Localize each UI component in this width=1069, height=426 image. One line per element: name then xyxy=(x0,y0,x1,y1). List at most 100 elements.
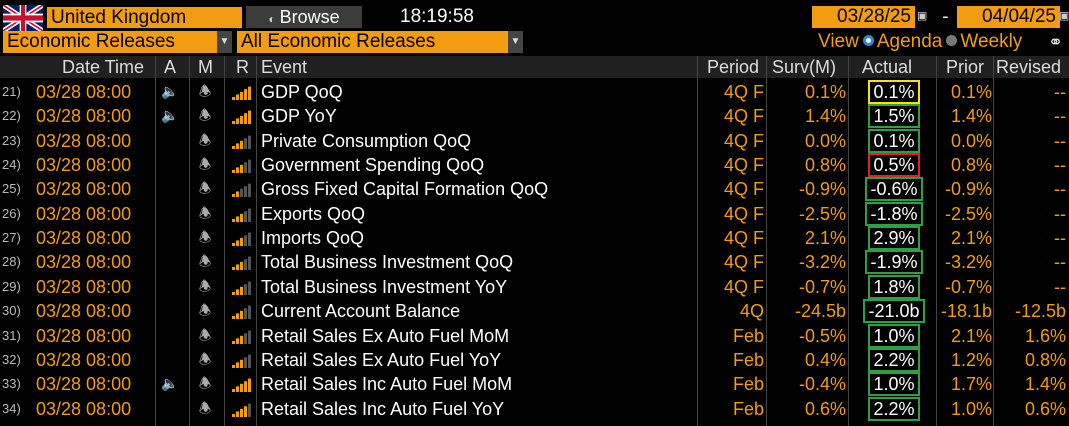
event-name[interactable]: Retail Sales Inc Auto Fuel MoM xyxy=(261,374,513,395)
weekly-radio[interactable] xyxy=(946,35,958,47)
table-row[interactable]: 32) 03/28 08:00 🕭 Retail Sales Ex Auto Fuel… xyxy=(0,347,1069,372)
table-row[interactable]: 28) 03/28 08:00 🕭 Total Business Investment… xyxy=(0,250,1069,275)
table-row[interactable]: 23) 03/28 08:00 🕭 Private Consumption QoQ 4Q… xyxy=(0,128,1069,153)
chevron-down-icon[interactable]: ▼ xyxy=(508,31,523,53)
row-number[interactable]: 30) xyxy=(2,303,21,319)
actual-value: -21.0b xyxy=(863,299,925,324)
subcategory-dropdown[interactable]: All Economic Releases ▼ xyxy=(237,31,523,53)
event-name[interactable]: Total Business Investment YoY xyxy=(261,276,508,297)
row-number[interactable]: 23) xyxy=(2,132,21,148)
col-date-time[interactable]: Date Time xyxy=(62,57,145,77)
event-name[interactable]: Imports QoQ xyxy=(261,228,365,249)
release-datetime: 03/28 08:00 xyxy=(36,325,132,346)
event-name[interactable]: GDP QoQ xyxy=(261,82,343,102)
actual-cell: 0.5% xyxy=(852,153,936,178)
col-relevance[interactable]: R xyxy=(236,57,249,77)
bell-icon[interactable]: 🕭 xyxy=(198,400,212,417)
event-name[interactable]: Private Consumption QoQ xyxy=(261,130,472,151)
event-name[interactable]: Retail Sales Ex Auto Fuel YoY xyxy=(261,349,502,370)
event-name[interactable]: GDP YoY xyxy=(261,106,337,127)
event-name[interactable]: Exports QoQ xyxy=(261,203,366,224)
col-event[interactable]: Event xyxy=(261,57,308,77)
weekly-label[interactable]: Weekly xyxy=(960,31,1023,52)
start-date-input[interactable]: 03/28/25 xyxy=(812,6,915,28)
actual-cell: 1.0% xyxy=(852,323,936,348)
end-date-input[interactable]: 04/04/25 xyxy=(957,6,1060,28)
event-name[interactable]: Gross Fixed Capital Formation QoQ xyxy=(261,179,549,200)
table-row[interactable]: 34) 03/28 08:00 🕭 Retail Sales Inc Auto Fue… xyxy=(0,396,1069,421)
relevance-bars-icon xyxy=(232,135,251,149)
bell-icon[interactable]: 🕭 xyxy=(198,376,212,393)
release-datetime: 03/28 08:00 xyxy=(36,252,132,273)
speaker-icon[interactable]: 🔈 xyxy=(161,376,179,393)
col-survey[interactable]: Surv(M) xyxy=(772,57,836,77)
release-datetime: 03/28 08:00 xyxy=(36,228,132,249)
table-row[interactable]: 24) 03/28 08:00 🕭 Government Spending QoQ 4Q… xyxy=(0,153,1069,178)
bell-icon[interactable]: 🕭 xyxy=(198,108,212,125)
speaker-icon[interactable]: 🔈 xyxy=(161,108,179,125)
row-number[interactable]: 28) xyxy=(2,254,21,270)
speaker-icon[interactable]: 🔈 xyxy=(161,84,179,100)
bell-icon[interactable]: 🕭 xyxy=(198,84,212,100)
agenda-label[interactable]: Agenda xyxy=(876,31,943,52)
col-market[interactable]: M xyxy=(198,57,213,77)
row-number[interactable]: 24) xyxy=(2,157,21,173)
row-number[interactable]: 34) xyxy=(2,400,21,416)
table-row[interactable]: 27) 03/28 08:00 🕭 Imports QoQ 4Q F 2.1% 2.9% 2.… xyxy=(0,226,1069,251)
bell-icon[interactable]: 🕭 xyxy=(198,303,212,320)
event-name[interactable]: Retail Sales Inc Auto Fuel YoY xyxy=(261,398,505,419)
event-name[interactable]: Current Account Balance xyxy=(261,301,461,322)
relevance-bars-icon xyxy=(232,86,251,100)
col-alert[interactable]: A xyxy=(164,57,177,77)
event-name[interactable]: Government Spending QoQ xyxy=(261,155,485,176)
bell-icon[interactable]: 🕭 xyxy=(198,157,212,174)
bell-icon[interactable]: 🕭 xyxy=(198,254,212,271)
actual-cell: 2.2% xyxy=(852,396,936,421)
event-name[interactable]: Retail Sales Ex Auto Fuel MoM xyxy=(261,325,510,346)
table-row[interactable]: 22) 03/28 08:00 🔈 🕭 GDP YoY 4Q F 1.4% 1.5% 1.4% -… xyxy=(0,104,1069,129)
bell-icon[interactable]: 🕭 xyxy=(198,278,212,295)
row-number[interactable]: 27) xyxy=(2,230,21,246)
column-divider xyxy=(936,56,937,426)
table-row[interactable]: 21) 03/28 08:00 🔈 🕭 GDP QoQ 4Q F 0.1% 0.1% 0.1% -… xyxy=(0,80,1069,104)
revised-value: 0.6% xyxy=(1024,398,1066,419)
table-row[interactable]: 33) 03/28 08:00 🔈 🕭 Retail Sales Inc Auto Fu… xyxy=(0,372,1069,397)
row-number[interactable]: 32) xyxy=(2,351,21,367)
table-row[interactable]: 29) 03/28 08:00 🕭 Total Business Investment… xyxy=(0,274,1069,299)
table-row[interactable]: 25) 03/28 08:00 🕭 Gross Fixed Capital Forma… xyxy=(0,177,1069,202)
period-value: 4Q xyxy=(739,301,764,322)
bell-icon[interactable]: 🕭 xyxy=(198,351,212,368)
row-number[interactable]: 21) xyxy=(2,84,21,99)
row-number[interactable]: 29) xyxy=(2,278,21,294)
row-number[interactable]: 31) xyxy=(2,327,21,343)
col-period[interactable]: Period xyxy=(707,57,760,77)
calendar-icon[interactable]: ▣ xyxy=(1060,8,1069,24)
browse-button[interactable]: ◐ Browse xyxy=(246,6,362,28)
table-row[interactable]: 26) 03/28 08:00 🕭 Exports QoQ 4Q F -2.5% -1.8%… xyxy=(0,201,1069,226)
chevron-down-icon[interactable]: ▼ xyxy=(217,31,232,53)
bell-icon[interactable]: 🕭 xyxy=(198,205,212,222)
col-revised[interactable]: Revised xyxy=(996,57,1062,77)
period-value: 4Q F xyxy=(723,130,764,151)
row-number[interactable]: 22) xyxy=(2,108,21,124)
key-icon[interactable]: ⚭ xyxy=(1048,32,1064,53)
calendar-icon[interactable]: ▣ xyxy=(918,8,927,24)
actual-cell: 0.1% xyxy=(852,80,936,104)
row-number[interactable]: 26) xyxy=(2,205,21,221)
agenda-radio[interactable] xyxy=(862,35,874,47)
row-number[interactable]: 33) xyxy=(2,376,21,392)
actual-value: -1.8% xyxy=(865,201,923,226)
bell-icon[interactable]: 🕭 xyxy=(198,132,212,149)
table-row[interactable]: 30) 03/28 08:00 🕭 Current Account Balance 4Q… xyxy=(0,299,1069,324)
table-row[interactable]: 31) 03/28 08:00 🕭 Retail Sales Ex Auto Fuel… xyxy=(0,323,1069,348)
bell-icon[interactable]: 🕭 xyxy=(198,230,212,247)
category-dropdown[interactable]: Economic Releases ▼ xyxy=(3,31,232,53)
survey-value: -0.5% xyxy=(798,325,846,346)
row-number[interactable]: 25) xyxy=(2,181,21,197)
bell-icon[interactable]: 🕭 xyxy=(198,327,212,344)
bell-icon[interactable]: 🕭 xyxy=(198,181,212,198)
country-selector[interactable]: United Kingdom xyxy=(47,7,242,28)
col-prior[interactable]: Prior xyxy=(946,57,985,77)
col-actual[interactable]: Actual xyxy=(862,57,913,77)
event-name[interactable]: Total Business Investment QoQ xyxy=(261,252,514,273)
